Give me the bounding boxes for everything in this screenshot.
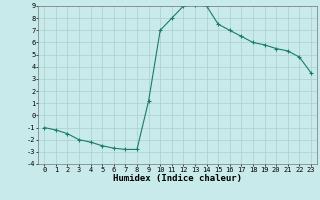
X-axis label: Humidex (Indice chaleur): Humidex (Indice chaleur) (113, 174, 242, 183)
